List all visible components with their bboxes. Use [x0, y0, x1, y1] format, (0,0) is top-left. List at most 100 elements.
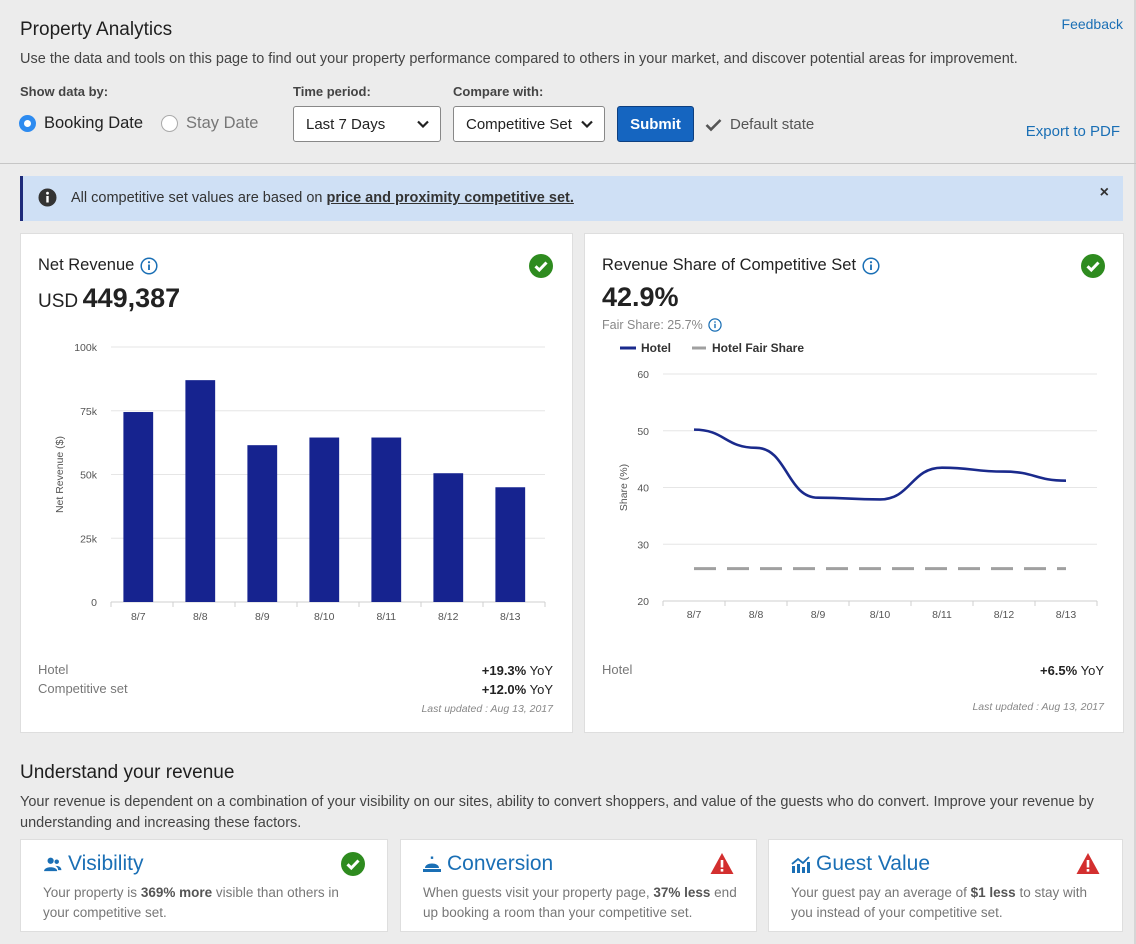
last-updated: Last updated : Aug 13, 2017: [972, 701, 1104, 713]
y-tick-label: 50k: [80, 470, 98, 482]
yoy-label: YoY: [1080, 663, 1104, 678]
page-title: Property Analytics: [20, 19, 173, 40]
y-tick-label: 20: [637, 596, 649, 608]
competitive-set-link[interactable]: price and proximity competitive set.: [326, 190, 574, 206]
net-revenue-amount: 449,387: [82, 283, 181, 313]
net-revenue-value: USD 449,387: [38, 283, 180, 314]
checkmark-icon: [705, 118, 722, 131]
series-line-hotel: [693, 428, 1067, 501]
visibility-card[interactable]: Visibility Your property is 369% more vi…: [20, 839, 388, 932]
revenue-share-value: 42.9%: [602, 282, 679, 312]
x-tick-label: 8/8: [749, 609, 764, 621]
x-tick-label: 8/13: [1056, 609, 1077, 621]
yoy-label: YoY: [529, 682, 553, 697]
net-revenue-card: Net Revenue USD 449,387 0 25k 50k 75k 100k 8/…: [20, 233, 573, 733]
desc-highlight: 37% less: [653, 885, 711, 900]
revenue-share-title: Revenue Share of Competitive Set: [602, 256, 880, 275]
info-circle-icon[interactable]: [708, 318, 722, 332]
chevron-down-icon: [417, 120, 429, 129]
legend-label: Hotel: [641, 341, 671, 355]
compare-with-label: Compare with:: [453, 84, 544, 99]
y-tick-label: 100k: [74, 342, 98, 354]
info-circle-icon[interactable]: [140, 256, 158, 275]
compare-with-value: Competitive Set: [466, 115, 572, 133]
guest-value-title-text: Guest Value: [816, 852, 931, 875]
check-circle-icon: [1081, 254, 1105, 278]
desc-text: Your property is: [43, 885, 141, 900]
revenue-share-line-chart: Hotel Hotel Fair Share 20 30 40 50 60 8/7 8/8 8/9…: [618, 341, 1098, 621]
conversion-title-text: Conversion: [447, 852, 554, 875]
guest-value-card[interactable]: Guest Value Your guest pay an average of…: [768, 839, 1123, 932]
guest-value-title[interactable]: Guest Value: [791, 852, 930, 876]
y-tick-label: 75k: [80, 406, 98, 418]
radio-unselected-icon: [161, 115, 178, 132]
check-circle-icon: [529, 254, 553, 278]
desc-highlight: $1 less: [970, 885, 1016, 900]
desc-highlight: 369% more: [140, 885, 213, 900]
warning-icon: [710, 853, 734, 874]
bar: [185, 380, 216, 602]
competitive-set-label: Competitive set: [38, 681, 128, 696]
booking-date-radio[interactable]: Booking Date: [19, 114, 143, 133]
yoy-label: YoY: [529, 663, 553, 678]
info-banner: All competitive set values are based on …: [20, 176, 1123, 221]
default-state-label: Default state: [730, 116, 815, 133]
x-tick-label: 8/10: [870, 609, 891, 621]
time-period-select[interactable]: Last 7 Days: [293, 106, 441, 142]
conversion-card[interactable]: Conversion When guests visit your proper…: [400, 839, 757, 932]
users-icon: [44, 857, 62, 871]
bell-icon: [423, 856, 441, 872]
visibility-desc: Your property is 369% more visible than …: [43, 883, 363, 923]
x-tick-label: 8/12: [994, 609, 1015, 621]
hotel-change: +6.5%: [1039, 663, 1078, 678]
visibility-title-text: Visibility: [68, 852, 144, 875]
hotel-yoy: +19.3% YoY: [482, 663, 553, 678]
y-tick-label: 40: [637, 483, 649, 495]
fair-share-text: Fair Share: 25.7%: [602, 318, 703, 332]
stay-date-label: Stay Date: [186, 114, 259, 132]
y-tick-label: 30: [637, 539, 649, 551]
x-tick-label: 8/7: [131, 611, 146, 623]
bar: [247, 445, 278, 602]
warning-icon: [1076, 853, 1100, 874]
hotel-change: +19.3%: [481, 663, 527, 678]
fair-share: Fair Share: 25.7%: [602, 318, 722, 332]
banner-message: All competitive set values are based on …: [71, 190, 574, 206]
x-tick-label: 8/13: [500, 611, 521, 623]
bar: [433, 473, 464, 602]
y-axis-label: Share (%): [618, 464, 630, 511]
feedback-link[interactable]: Feedback: [1061, 16, 1123, 32]
header-divider: [0, 163, 1136, 164]
export-pdf-link[interactable]: Export to PDF: [1025, 123, 1120, 140]
conversion-title[interactable]: Conversion: [423, 852, 553, 876]
time-period-value: Last 7 Days: [306, 115, 386, 133]
bar: [309, 437, 340, 602]
competitive-set-yoy: +12.0% YoY: [482, 682, 553, 697]
desc-text: to stay with you instead of your competi…: [791, 885, 1087, 920]
page-intro: Use the data and tools on this page to f…: [20, 51, 1018, 67]
trend-chart-icon: [791, 855, 810, 873]
currency-label: USD: [38, 291, 79, 312]
submit-button[interactable]: Submit: [617, 106, 694, 142]
revenue-share-title-text: Revenue Share of Competitive Set: [602, 256, 857, 274]
compare-with-select[interactable]: Competitive Set: [453, 106, 605, 142]
x-tick-label: 8/10: [314, 611, 335, 623]
info-circle-icon[interactable]: [862, 256, 880, 275]
page-scrollbar-edge: [1134, 0, 1136, 944]
y-tick-label: 50: [637, 426, 649, 438]
stay-date-radio[interactable]: Stay Date: [161, 114, 258, 133]
visibility-title[interactable]: Visibility: [43, 852, 143, 876]
revenue-share-card: Revenue Share of Competitive Set 42.9% F…: [584, 233, 1124, 733]
default-state-indicator: Default state: [705, 116, 814, 133]
x-tick-label: 8/7: [687, 609, 702, 621]
y-axis-label: Net Revenue ($): [54, 436, 66, 513]
desc-text: Your guest pay an average of: [791, 885, 971, 900]
net-revenue-bar-chart: 0 25k 50k 75k 100k 8/7 8/8 8/9 8/10 8/11 8/12 8/13 N…: [54, 342, 546, 623]
bar: [123, 412, 154, 602]
hotel-yoy: +6.5% YoY: [1040, 663, 1104, 678]
conversion-desc: When guests visit your property page, 37…: [423, 883, 743, 923]
desc-text: visible than others in your competitive …: [43, 885, 339, 920]
y-tick-label: 25k: [80, 533, 98, 545]
close-icon[interactable]: ×: [1099, 184, 1109, 201]
desc-text: end up booking a room than your competit…: [423, 885, 737, 920]
